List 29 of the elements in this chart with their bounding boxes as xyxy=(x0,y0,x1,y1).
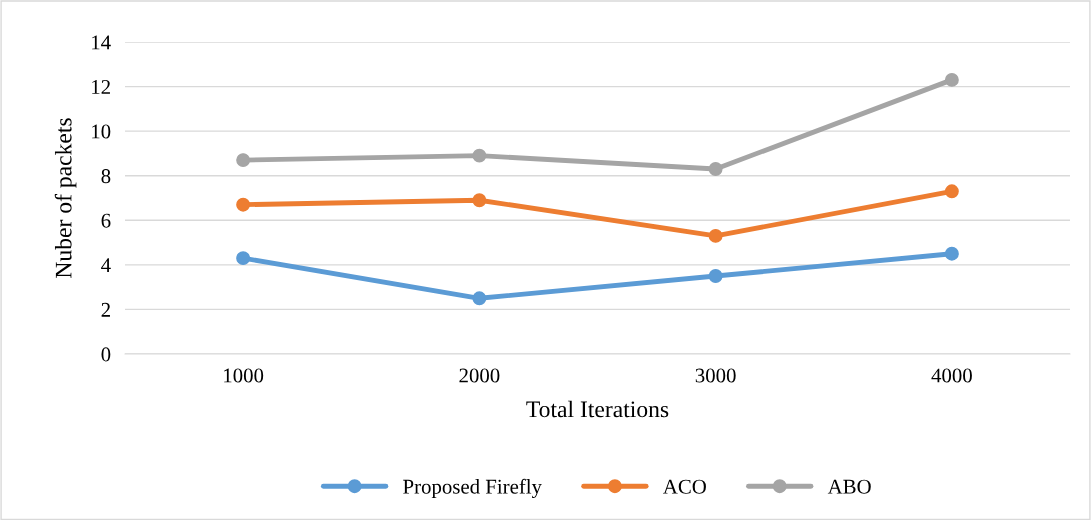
point xyxy=(236,197,251,212)
x-axis-title: Total Iterations xyxy=(526,400,669,418)
point xyxy=(236,153,251,168)
point xyxy=(944,246,959,261)
point xyxy=(944,184,959,199)
y-axis-title: Nuber of packets xyxy=(54,118,77,278)
y-tick-label: 6 xyxy=(101,213,111,228)
y-tick-label: 0 xyxy=(101,347,111,362)
y-tick-label: 14 xyxy=(92,35,111,50)
legend-label: Proposed Firefly xyxy=(403,478,542,498)
point xyxy=(472,193,487,208)
point xyxy=(236,251,251,266)
point xyxy=(944,72,959,87)
y-tick-label: 12 xyxy=(92,80,110,94)
point xyxy=(708,228,723,243)
x-tick-label: 2000 xyxy=(459,368,500,383)
point xyxy=(472,291,487,306)
x-tick-label: 4000 xyxy=(931,368,972,383)
point xyxy=(708,269,723,283)
y-tick-label: 8 xyxy=(101,169,111,184)
x-tick-label: 3000 xyxy=(695,368,736,383)
y-tick-label: 4 xyxy=(101,258,111,273)
y-tick-label: 2 xyxy=(101,302,110,317)
y-tick-label: 10 xyxy=(92,124,111,139)
legend-label: ACO xyxy=(663,479,706,494)
x-tick-label: 1000 xyxy=(224,368,264,383)
point xyxy=(472,148,487,163)
legend-label: ABO xyxy=(827,479,871,494)
point xyxy=(708,162,723,176)
